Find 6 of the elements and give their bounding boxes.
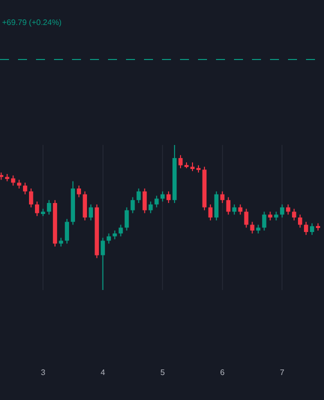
x-tick-label: 5 [160, 368, 166, 377]
text: +69.79 (+0.24%) [2, 18, 62, 27]
x-tick-label: 4 [100, 368, 106, 377]
x-tick-label: 7 [280, 368, 285, 377]
x-tick-label: 3 [40, 368, 46, 377]
x-tick-label: 6 [220, 368, 226, 377]
